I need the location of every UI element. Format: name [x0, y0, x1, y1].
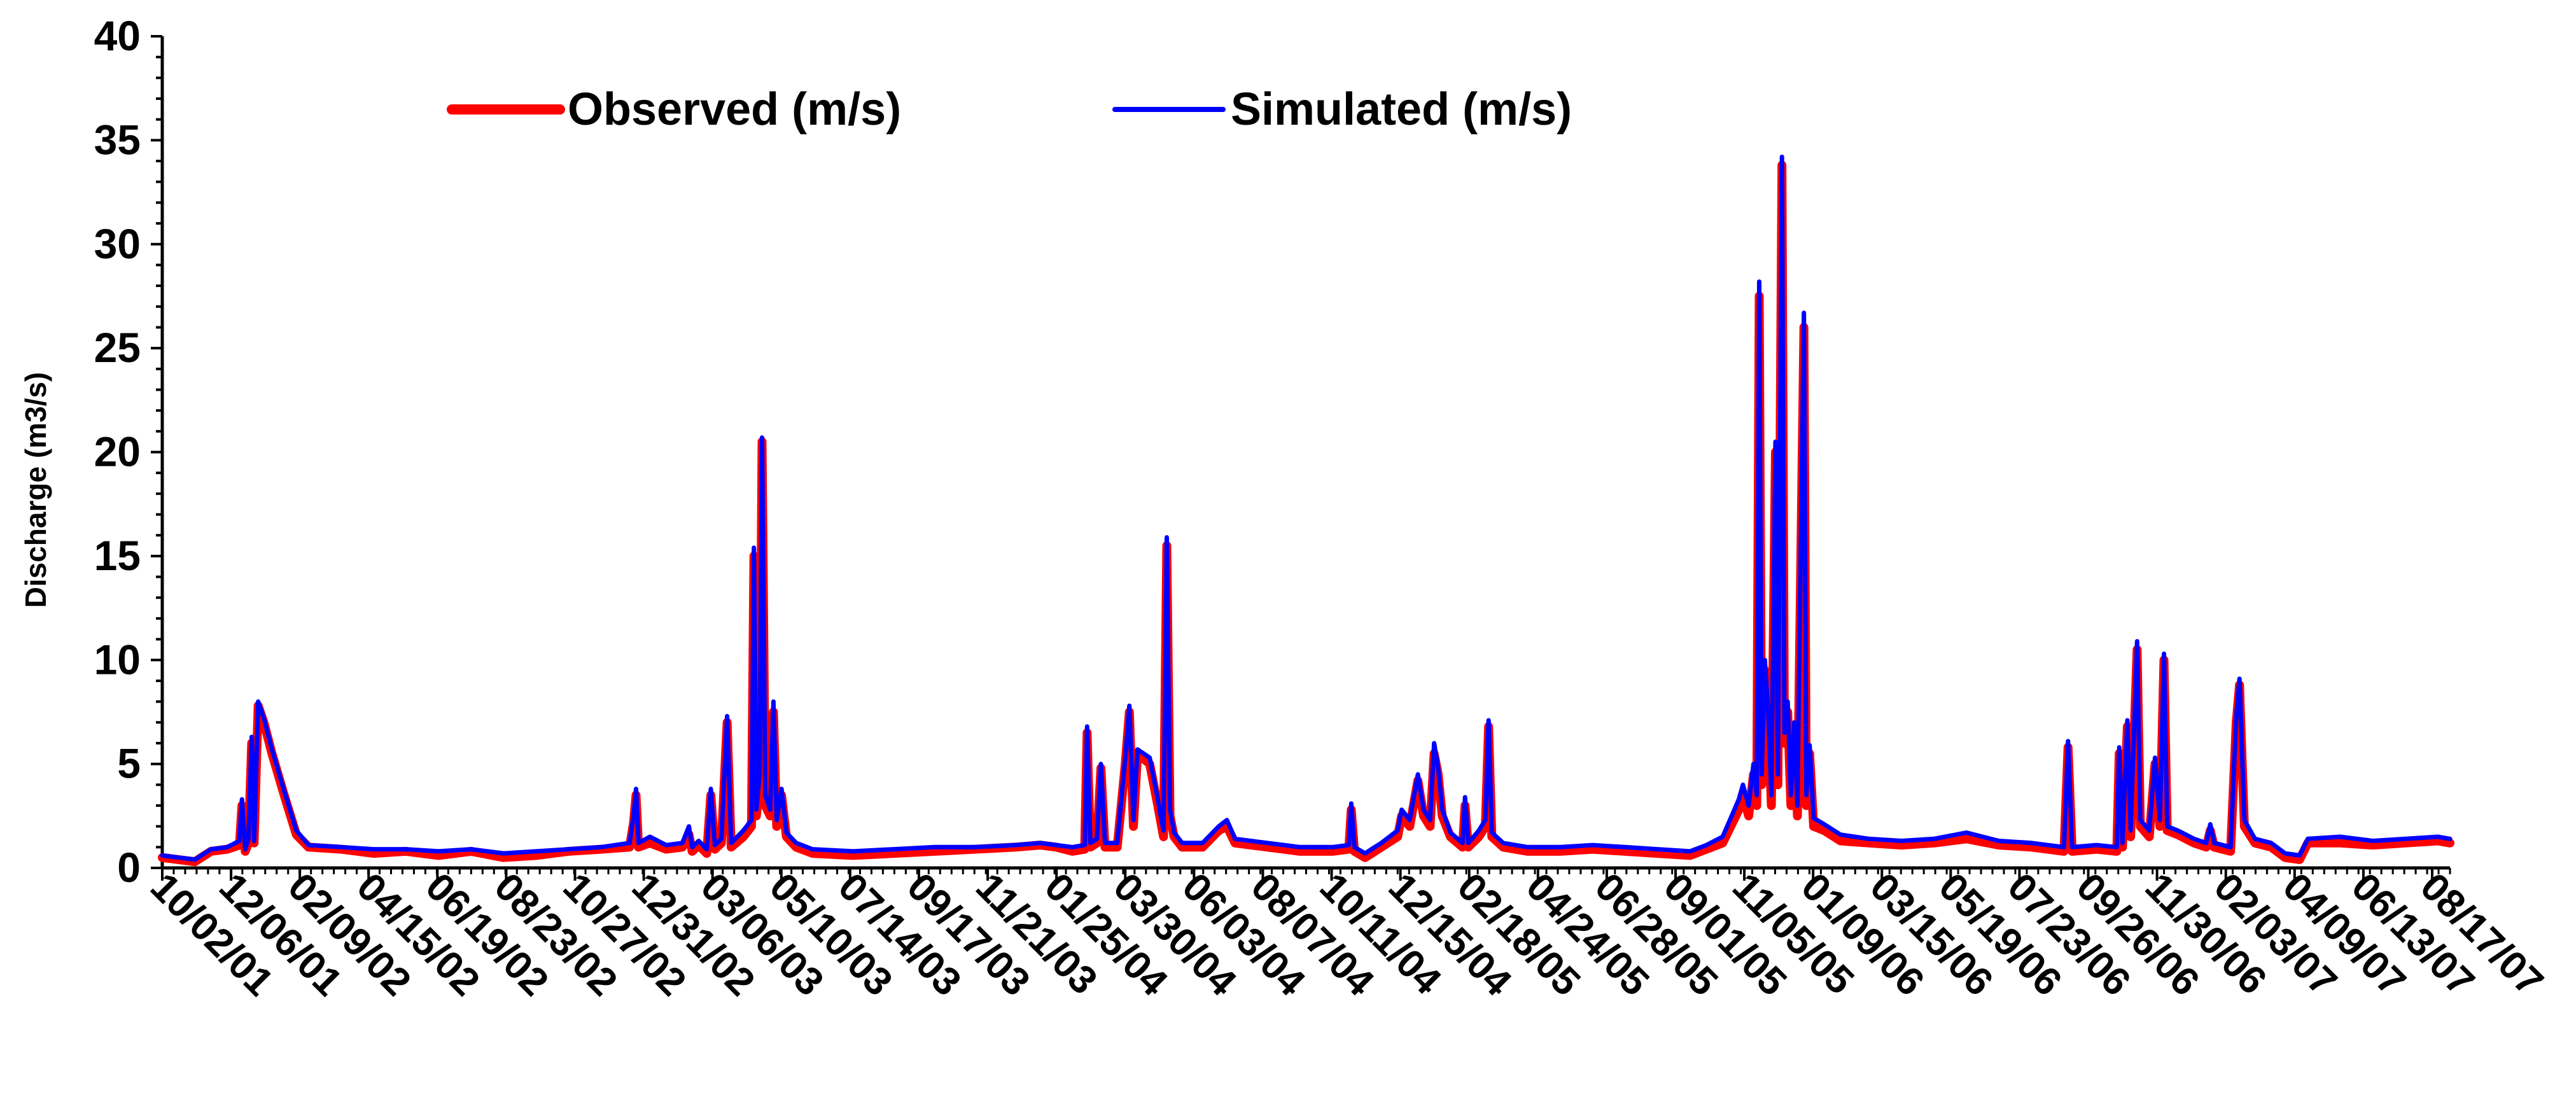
- y-tick-label: 35: [94, 116, 141, 163]
- y-tick-label: 10: [94, 636, 141, 683]
- legend-observed-label: Observed (m/s): [568, 84, 901, 135]
- series-lines: [158, 155, 2454, 867]
- y-tick-label: 30: [94, 220, 141, 267]
- y-tick-label: 15: [94, 532, 141, 579]
- y-tick-label: 40: [94, 12, 141, 59]
- observed-series-line: [158, 160, 2454, 867]
- y-axis-title: Discharge (m3/s): [19, 372, 52, 608]
- legend: Observed (m/s) Simulated (m/s): [447, 84, 1572, 135]
- y-tick-label: 5: [117, 740, 141, 787]
- y-tick-label: 20: [94, 428, 141, 475]
- legend-simulated-label: Simulated (m/s): [1231, 84, 1572, 135]
- y-tick-label: 0: [117, 844, 141, 891]
- y-tick-label: 25: [94, 324, 141, 371]
- simulated-series-line: [160, 155, 2453, 862]
